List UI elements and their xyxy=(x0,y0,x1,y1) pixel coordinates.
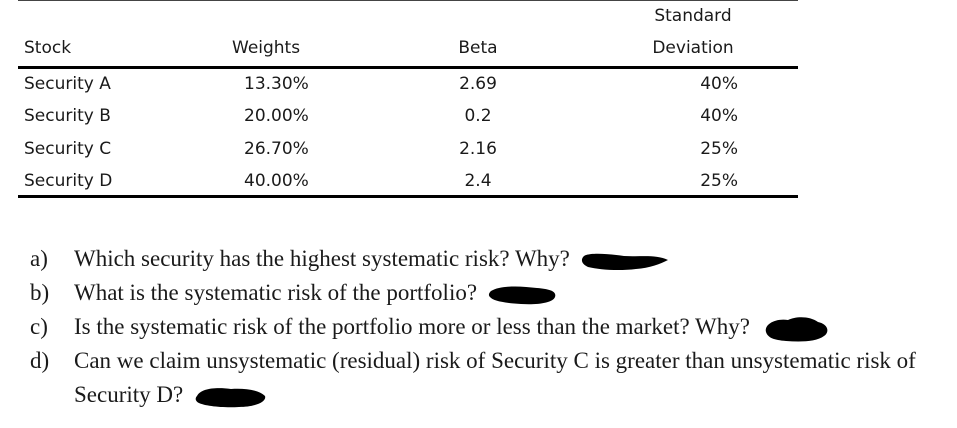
table-top-rule xyxy=(18,0,798,1)
row-a-sd: 40% xyxy=(700,74,738,94)
question-letter: b) xyxy=(30,280,50,305)
header-sd-line2: Deviation xyxy=(652,38,734,58)
header-beta: Beta xyxy=(458,38,498,58)
row-c-beta: 2.16 xyxy=(459,139,497,159)
redaction-mark-icon xyxy=(488,286,556,304)
question-list: a) Which security has the highest systema… xyxy=(30,242,945,412)
row-c-weight: 26.70% xyxy=(244,139,309,159)
row-d-beta: 2.4 xyxy=(464,171,492,191)
question-text: Which security has the highest systemati… xyxy=(74,246,570,271)
table-bottom-rule xyxy=(18,195,798,198)
row-d-sd: 25% xyxy=(700,171,738,191)
header-weights: Weights xyxy=(232,38,301,58)
redaction-mark-icon xyxy=(195,387,266,407)
row-b-beta: 0.2 xyxy=(464,106,492,126)
question-b: b) What is the systematic risk of the por… xyxy=(30,276,945,310)
row-c-sd: 25% xyxy=(700,139,738,159)
header-sd-line1: Standard xyxy=(654,6,732,26)
row-a-stock: Security A xyxy=(24,74,111,94)
question-c: c) Is the systematic risk of the portfoli… xyxy=(30,310,945,344)
question-text: Can we claim unsystematic (residual) ris… xyxy=(74,348,916,407)
row-b-weight: 20.00% xyxy=(244,106,309,126)
row-d-stock: Security D xyxy=(24,171,113,191)
row-a-beta: 2.69 xyxy=(459,74,497,94)
table-header-rule xyxy=(18,66,798,69)
redaction-mark-icon xyxy=(765,316,828,342)
question-letter: a) xyxy=(30,246,48,271)
row-b-sd: 40% xyxy=(700,106,738,126)
question-letter: d) xyxy=(30,348,50,373)
portfolio-table: Stock Weights Beta Standard Deviation Se… xyxy=(18,0,798,200)
question-letter: c) xyxy=(30,314,48,339)
row-a-weight: 13.30% xyxy=(244,74,309,94)
row-d-weight: 40.00% xyxy=(244,171,309,191)
header-stock: Stock xyxy=(24,38,72,58)
redaction-mark-icon xyxy=(581,253,668,270)
question-text: What is the systematic risk of the portf… xyxy=(74,280,478,305)
question-a: a) Which security has the highest systema… xyxy=(30,242,945,276)
question-d: d) Can we claim unsystematic (residual) r… xyxy=(30,344,945,412)
row-b-stock: Security B xyxy=(24,106,111,126)
question-text: Is the systematic risk of the portfolio … xyxy=(74,314,750,339)
row-c-stock: Security C xyxy=(24,139,112,159)
